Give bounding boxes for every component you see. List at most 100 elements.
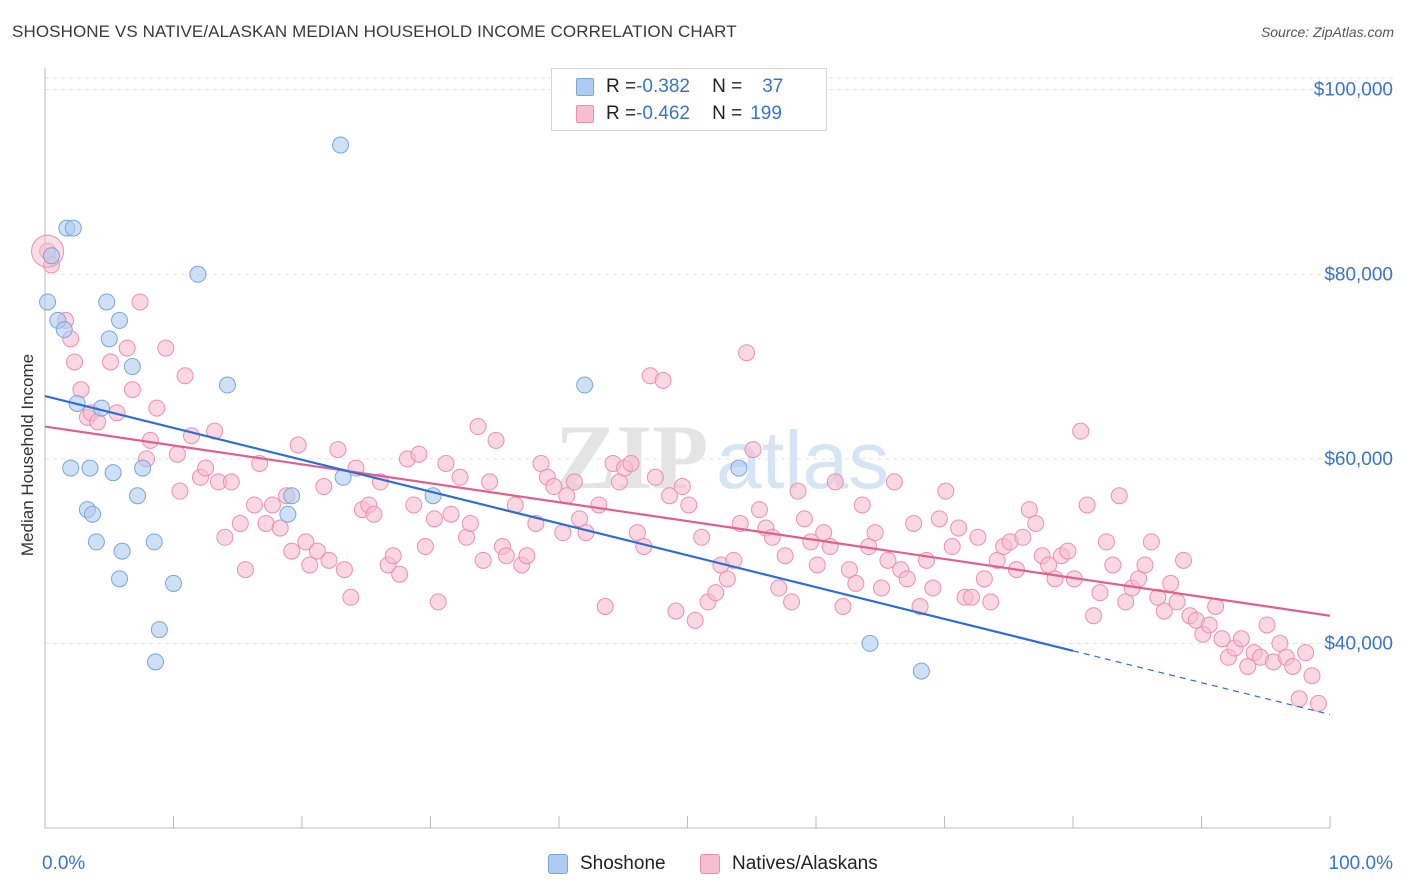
point-natives <box>518 547 536 565</box>
point-natives <box>532 454 550 472</box>
point-natives <box>969 528 987 546</box>
point-natives <box>429 593 447 611</box>
point-natives <box>853 496 871 514</box>
point-natives <box>744 441 762 459</box>
point-natives <box>628 524 646 542</box>
point-natives <box>283 542 301 560</box>
point-natives <box>168 445 186 463</box>
point-natives <box>257 514 275 532</box>
point-shoshone <box>129 487 147 505</box>
point-natives <box>1040 556 1058 574</box>
point-natives <box>231 514 249 532</box>
legend-r-label: R = <box>606 76 637 97</box>
point-natives <box>577 524 595 542</box>
point-natives <box>667 602 685 620</box>
watermark: ZIP atlas <box>555 406 889 508</box>
y-tick-label: $40,000 <box>1324 633 1393 654</box>
point-shoshone <box>55 321 73 339</box>
point-shoshone <box>145 533 163 551</box>
point-shoshone <box>104 464 122 482</box>
axis-labels: $40,000 $60,000 $80,000 $100,000 0.0% 100.0% M… <box>18 80 1393 874</box>
point-shoshone <box>87 533 105 551</box>
point-natives <box>1271 634 1289 652</box>
point-natives <box>943 538 961 556</box>
point-natives <box>783 593 801 611</box>
point-natives <box>410 445 428 463</box>
point-natives <box>263 496 281 514</box>
point-natives <box>885 473 903 491</box>
point-shoshone <box>84 505 102 523</box>
legend-label-natives: Natives/Alaskans <box>732 853 878 874</box>
point-natives <box>437 454 455 472</box>
point-natives <box>1258 616 1276 634</box>
point-natives <box>988 551 1006 569</box>
point-natives <box>1117 593 1135 611</box>
point-natives <box>571 510 589 528</box>
point-natives <box>308 542 326 560</box>
point-shoshone <box>332 136 350 154</box>
point-natives <box>123 381 141 399</box>
point-shoshone <box>42 247 60 265</box>
point-natives <box>416 538 434 556</box>
point-natives <box>795 510 813 528</box>
legend-n-label: N = <box>712 103 743 124</box>
point-natives <box>545 478 563 496</box>
point-natives <box>738 344 756 362</box>
point-natives <box>320 551 338 569</box>
point-natives <box>1207 598 1225 616</box>
x-tick-label: 100.0% <box>1329 853 1394 874</box>
point-natives <box>1309 694 1327 712</box>
point-natives <box>118 339 136 357</box>
point-natives <box>1290 690 1308 708</box>
point-natives <box>176 367 194 385</box>
point-shoshone <box>81 459 99 477</box>
point-natives <box>1175 551 1193 569</box>
point-natives <box>1078 496 1096 514</box>
point-natives <box>335 561 353 579</box>
correlation-legend: R = -0.382 N = 37 R = -0.462 N = 199 <box>551 68 827 131</box>
point-natives <box>982 593 1000 611</box>
point-natives <box>297 533 315 551</box>
legend-r-label: R = <box>606 103 637 124</box>
point-natives <box>197 459 215 477</box>
point-natives <box>840 561 858 579</box>
point-natives <box>1085 607 1103 625</box>
point-natives <box>975 570 993 588</box>
point-natives <box>1110 487 1128 505</box>
chart-source: Source: ZipAtlas.com <box>1260 24 1394 40</box>
legend-r-value: -0.382 <box>636 76 690 97</box>
point-natives <box>776 547 794 565</box>
y-tick-label: $60,000 <box>1324 449 1393 470</box>
point-natives <box>898 570 916 588</box>
point-natives <box>866 524 884 542</box>
point-natives <box>565 473 583 491</box>
point-natives <box>365 505 383 523</box>
point-natives <box>1297 644 1315 662</box>
point-natives <box>725 551 743 569</box>
point-natives <box>236 561 254 579</box>
point-natives <box>950 519 968 537</box>
legend-r-value: -0.462 <box>636 103 690 124</box>
point-shoshone <box>279 505 297 523</box>
point-natives <box>271 519 289 537</box>
axes <box>44 68 1331 829</box>
y-axis-label: Median Household Income <box>18 354 37 556</box>
point-shoshone <box>39 293 57 311</box>
legend-n-value: 199 <box>750 103 782 124</box>
point-natives <box>148 399 166 417</box>
point-shoshone <box>62 459 80 477</box>
point-natives <box>911 598 929 616</box>
point-shoshone <box>730 459 748 477</box>
point-natives <box>497 547 515 565</box>
legend-n-value: 37 <box>762 76 784 97</box>
point-shoshone <box>165 574 182 592</box>
point-natives <box>808 556 826 574</box>
point-natives <box>1239 657 1257 675</box>
legend-item-shoshone: Shoshone <box>548 851 666 877</box>
point-natives <box>834 598 852 616</box>
point-natives <box>1142 533 1160 551</box>
point-natives <box>289 436 307 454</box>
point-natives <box>1136 556 1154 574</box>
point-natives <box>930 510 948 528</box>
